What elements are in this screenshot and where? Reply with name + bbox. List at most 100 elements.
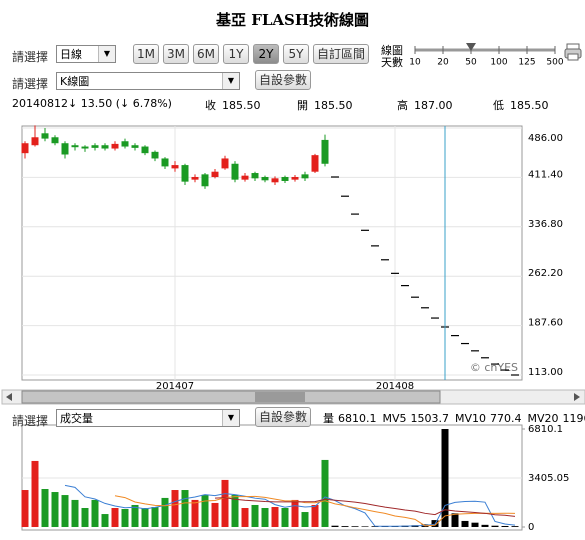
candle-body [81,146,89,149]
scroll-left[interactable] [6,393,12,401]
candle-body [61,143,69,155]
volume-bar [281,508,289,527]
volume-bar [191,499,199,527]
quote-item-label: 收 [205,99,216,112]
range-button[interactable]: 自訂區間 [313,44,369,64]
candle-body [321,139,329,164]
volume-bar [21,490,29,527]
volume-bar [441,429,449,527]
candle-body [311,155,319,172]
y-tick-label: 411.40 [528,169,563,180]
chart-select[interactable]: K線圖 ▼ [56,72,240,90]
quote-change: ↓ 13.50 (↓ 6.78%) [68,97,172,110]
y-tick-label: 6810.1 [528,424,563,435]
indicator-select[interactable]: 成交量 ▼ [56,409,240,427]
candle-body [261,177,269,181]
range-button[interactable]: 2Y [253,44,279,64]
candle-body [221,158,229,169]
candle-body [271,178,279,183]
candle-body [121,141,129,147]
candle-body [21,143,29,154]
volume-bar [81,508,89,527]
candle-body [181,165,189,182]
candle-body [301,174,309,179]
volume-bar [451,513,459,527]
volume-bar [331,525,339,527]
quote-item-value: 187.00 [414,99,453,112]
volume-bar [111,508,119,527]
candle-body [101,145,109,149]
volume-bar [341,526,349,527]
volume-bar [141,508,149,527]
range-button[interactable]: 6M [193,44,219,64]
volume-bar [51,492,59,527]
price-frame [21,125,523,381]
y-tick-label: 262.20 [528,268,563,279]
range-button[interactable]: 1M [133,44,159,64]
volume-bar [251,504,259,527]
volume-bar [271,506,279,527]
row-label: 請選擇 [12,77,49,91]
volume-bar [201,495,209,527]
ma-line [214,497,516,517]
volume-bar [461,520,469,527]
days-label: 線圖 天數 [381,45,403,69]
volume-bar [261,508,269,527]
row-label: 請選擇 [12,50,49,64]
range-button[interactable]: 3M [163,44,189,64]
candle-body [281,177,289,181]
candle-body [131,145,139,148]
quote-item-label: 開 [297,99,308,112]
legend-value: 1503.7 [410,412,450,425]
volume-bar [101,514,109,527]
quote-item: 高 187.00 [397,97,453,113]
y-tick-label: 113.00 [528,367,563,378]
candle-body [91,145,99,148]
range-button[interactable]: 5Y [283,44,309,64]
quote-item: 開 185.50 [297,97,353,113]
y-tick-label: 486.00 [528,133,563,144]
candle-body [51,137,59,144]
settings-button[interactable]: 自設參數 [255,70,311,90]
slider-label: 10 [409,58,421,68]
quote-item-label: 高 [397,99,408,112]
quote-item: 收 185.50 [205,97,261,113]
legend-label: 量 [323,412,334,425]
scroll-grip [255,392,305,402]
legend-value: 6810.1 [338,412,377,425]
slider-pointer[interactable] [466,43,476,51]
print-icon[interactable] [564,43,582,61]
candle-body [161,158,169,167]
candle-body [211,171,219,178]
legend-name: MV5 [382,412,407,425]
volume-bar [231,495,239,527]
settings-button[interactable]: 自設參數 [255,407,311,427]
volume-bar [31,460,39,527]
volume-bar [211,502,219,527]
slider-label: 50 [465,58,477,68]
slider-label: 125 [518,58,535,68]
volume-bar [241,508,249,527]
candle-body [41,133,49,139]
volume-bar [71,499,79,527]
volume-bar [151,506,159,527]
volume-bar [121,509,129,527]
quote-item-value: 185.50 [222,99,261,112]
watermark: © cnYES [470,361,518,374]
volume-bar [511,526,519,527]
quote-item-value: 185.50 [314,99,353,112]
scroll-right[interactable] [574,393,580,401]
volume-bar [361,526,369,527]
range-button[interactable]: 1Y [223,44,249,64]
scrollbar[interactable] [1,389,585,405]
select-text: K線圖 [60,75,90,88]
candle-body [151,151,159,159]
y-tick-label: 0 [528,522,534,533]
x-tick-label: 201408 [376,381,414,392]
period-select[interactable]: 日線 ▼ [56,45,116,63]
quote-item-label: 低 [493,99,504,112]
volume-bar [351,526,359,527]
scroll-thumb[interactable] [21,390,441,404]
